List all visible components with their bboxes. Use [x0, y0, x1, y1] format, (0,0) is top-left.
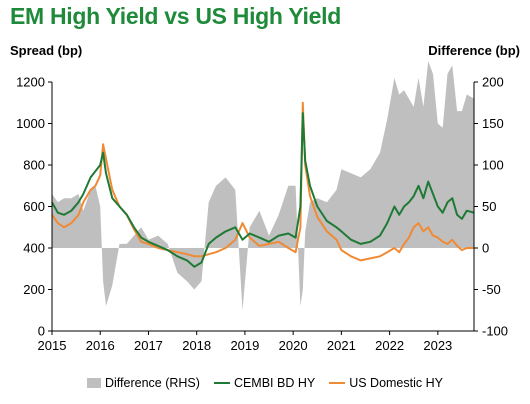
- legend-item-difference: Difference (RHS): [87, 376, 200, 390]
- x-tick-label: 2019: [230, 338, 259, 353]
- x-tick-label: 2018: [182, 338, 211, 353]
- y2-tick-label: 150: [482, 116, 504, 131]
- x-tick-label: 2021: [327, 338, 356, 353]
- y-tick-label: 1000: [16, 116, 45, 131]
- legend-label-cembi: CEMBI BD HY: [233, 376, 316, 390]
- chart-title: EM High Yield vs US High Yield: [10, 3, 341, 29]
- legend-label-us: US Domestic HY: [349, 376, 443, 390]
- y-tick-label: 0: [38, 324, 45, 339]
- legend-swatch-difference: [87, 378, 101, 388]
- y2-tick-label: 100: [482, 158, 504, 173]
- y2-axis-title: Difference (bp): [428, 43, 520, 58]
- x-tick-label: 2020: [279, 338, 308, 353]
- legend-swatch-cembi: [213, 382, 230, 384]
- y2-tick-label: 50: [482, 199, 496, 214]
- y-tick-label: 200: [23, 282, 45, 297]
- y2-tick-label: 200: [482, 75, 504, 90]
- legend-swatch-us: [329, 382, 346, 384]
- legend-item-us: US Domestic HY: [329, 376, 443, 390]
- legend-item-cembi: CEMBI BD HY: [213, 376, 316, 390]
- y-tick-label: 1200: [16, 75, 45, 90]
- y-tick-label: 800: [23, 158, 45, 173]
- y-axis-title: Spread (bp): [10, 43, 83, 58]
- x-tick-label: 2022: [375, 338, 404, 353]
- chart-legend: Difference (RHS) CEMBI BD HY US Domestic…: [0, 376, 530, 390]
- x-tick-label: 2016: [86, 338, 115, 353]
- series-difference-area: [52, 61, 474, 311]
- legend-label-difference: Difference (RHS): [105, 376, 200, 390]
- y2-tick-label: -50: [482, 282, 501, 297]
- y-tick-label: 600: [23, 199, 45, 214]
- series-cembi-line: [51, 112, 475, 268]
- x-tick-label: 2023: [423, 338, 452, 353]
- series-us-line: [51, 101, 474, 262]
- y-tick-label: 400: [23, 241, 45, 256]
- y2-tick-label: -100: [482, 324, 508, 339]
- y2-tick-label: 0: [482, 241, 489, 256]
- x-tick-label: 2017: [134, 338, 163, 353]
- x-tick-label: 2015: [38, 338, 67, 353]
